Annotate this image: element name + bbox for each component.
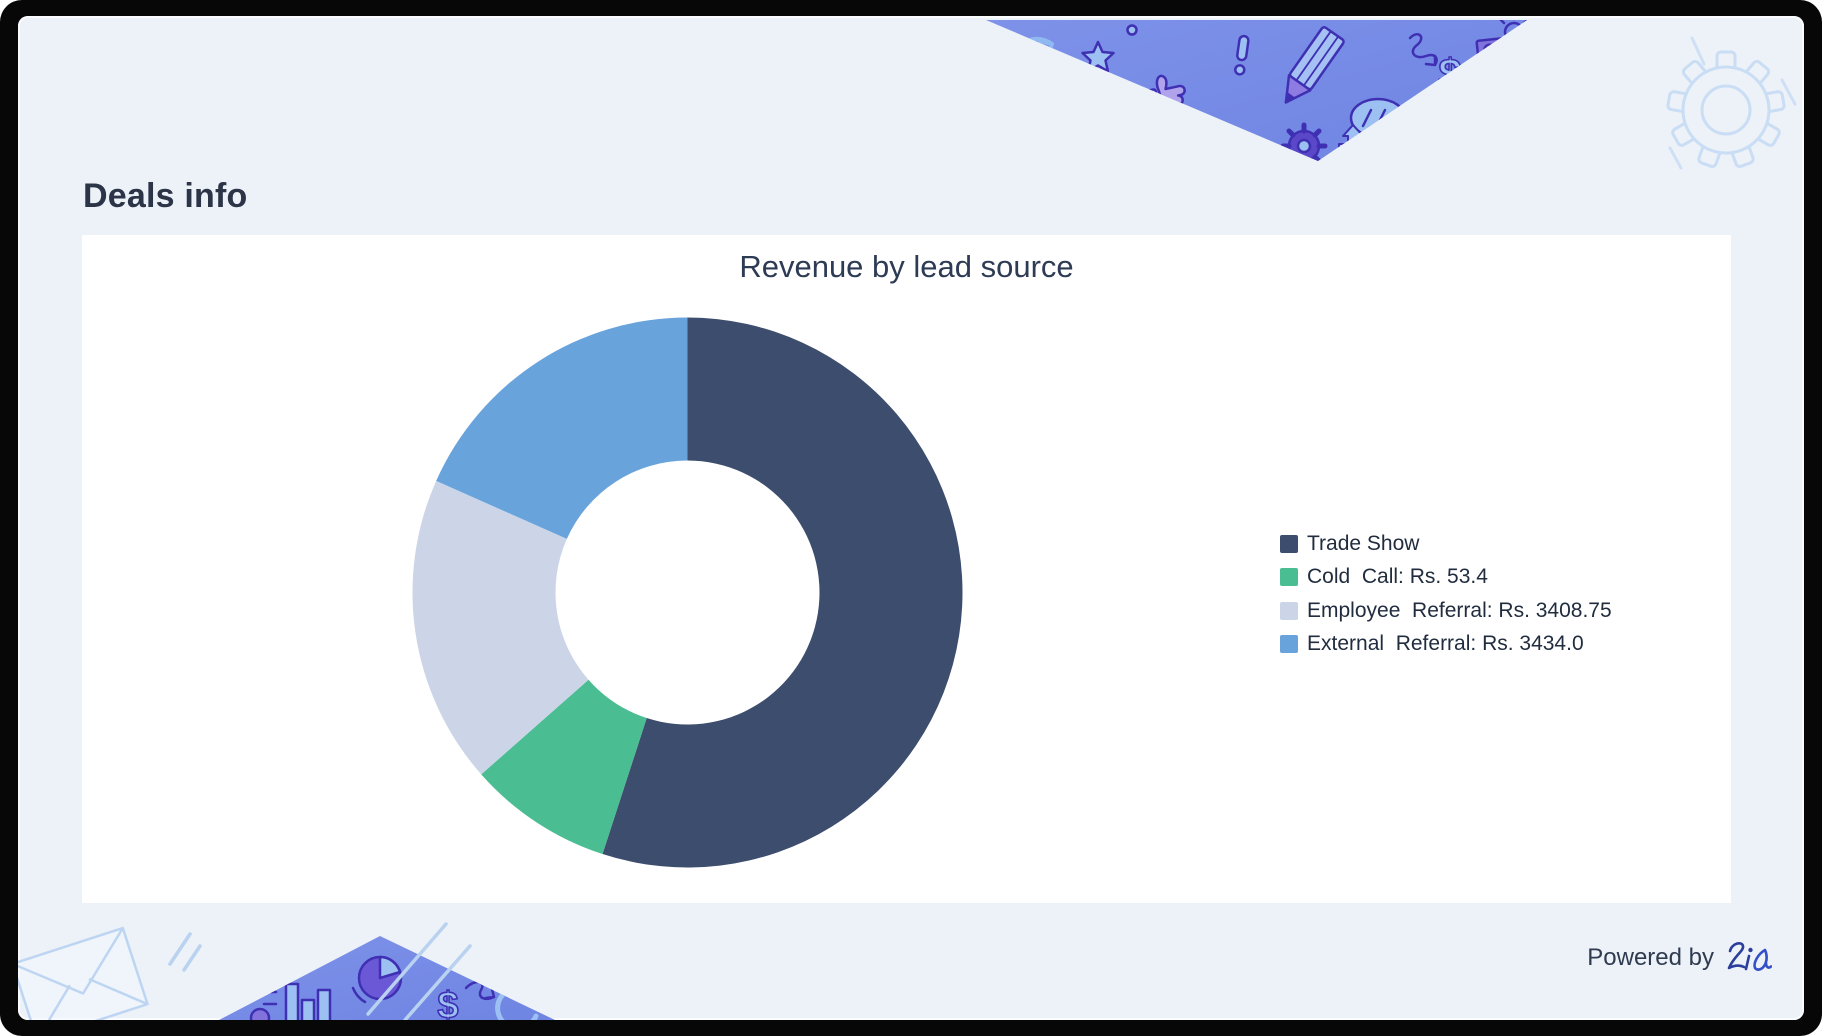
- slash-lines: [1668, 36, 1797, 170]
- dollar-icon: $: [1438, 50, 1461, 97]
- chart-legend: Trade Show Cold Call: Rs. 53.4 Employee …: [1280, 527, 1612, 661]
- revenue-donut-chart: [412, 317, 963, 868]
- chart-title: Revenue by lead source: [739, 249, 1074, 284]
- bottom-doodle-banner: $: [219, 936, 555, 1020]
- envelope-icon: [18, 926, 149, 1020]
- pie-chart-doodle-icon: [351, 955, 403, 1004]
- slash-lines: [168, 922, 472, 1020]
- zia-logo: [1727, 941, 1772, 971]
- legend-item-cold-call[interactable]: Cold Call: Rs. 53.4: [1280, 561, 1612, 595]
- legend-item-employee-referral[interactable]: Employee Referral: Rs. 3408.75: [1280, 594, 1612, 628]
- squiggle-arrow-icon: [464, 980, 496, 1000]
- gear-doodle-icon: [1280, 122, 1328, 161]
- curved-arrow-icon: [1006, 36, 1054, 66]
- arrow-up-icon: [1338, 124, 1364, 159]
- pencil-icon: [1284, 26, 1345, 104]
- legend-swatch: [1280, 568, 1298, 587]
- legend-swatch: [1280, 635, 1298, 654]
- doodle-dot: [1517, 99, 1527, 109]
- legend-label: Trade Show: [1307, 531, 1420, 555]
- legend-item-external-referral[interactable]: External Referral: Rs. 3434.0: [1280, 628, 1612, 662]
- legend-label: Employee Referral: Rs. 3408.75: [1307, 598, 1612, 622]
- donut-segment-trade-show[interactable]: [602, 317, 963, 868]
- squiggle-arrow-icon: [1408, 33, 1438, 67]
- lightbulb-icon: [1498, 20, 1527, 43]
- donut-segment-employee-referral[interactable]: [412, 480, 589, 775]
- crescent-icon: [495, 985, 539, 1020]
- speech-bubble-icon: [1349, 97, 1407, 152]
- legend-label: External Referral: Rs. 3434.0: [1307, 632, 1584, 656]
- legend-swatch: [1280, 601, 1298, 620]
- powered-by-label: Powered by: [1587, 944, 1714, 971]
- bar-chart-doodle-icon: [262, 982, 332, 1020]
- thumbs-up-icon: [1143, 74, 1186, 112]
- dollar-squiggle-icon: $: [437, 985, 458, 1020]
- photo-icon: [1475, 36, 1517, 72]
- legend-label: Cold Call: Rs. 53.4: [1307, 565, 1488, 589]
- gear-outline-icon: [1666, 50, 1786, 168]
- doodle-dot: [1126, 24, 1138, 36]
- pyramid-icon: [1447, 102, 1483, 134]
- page-title: Deals info: [83, 177, 248, 215]
- doodle-dot: [1481, 137, 1491, 147]
- legend-item-trade-show[interactable]: Trade Show: [1280, 527, 1612, 561]
- donut-segment-external-referral[interactable]: [436, 317, 688, 539]
- doodle-dot: [249, 1007, 271, 1020]
- doodle-dot: [1524, 125, 1527, 139]
- powered-by-footer: Powered by: [1587, 936, 1772, 980]
- top-doodle-banner: $: [986, 20, 1527, 161]
- star-icon: [1081, 40, 1115, 73]
- dashboard-background: $: [18, 16, 1804, 1020]
- chart-card: Revenue by lead source Trade Show Cold C…: [82, 235, 1731, 903]
- exclamation-icon: [1234, 34, 1250, 76]
- donut-segment-cold-call[interactable]: [481, 679, 647, 855]
- legend-swatch: [1280, 534, 1298, 553]
